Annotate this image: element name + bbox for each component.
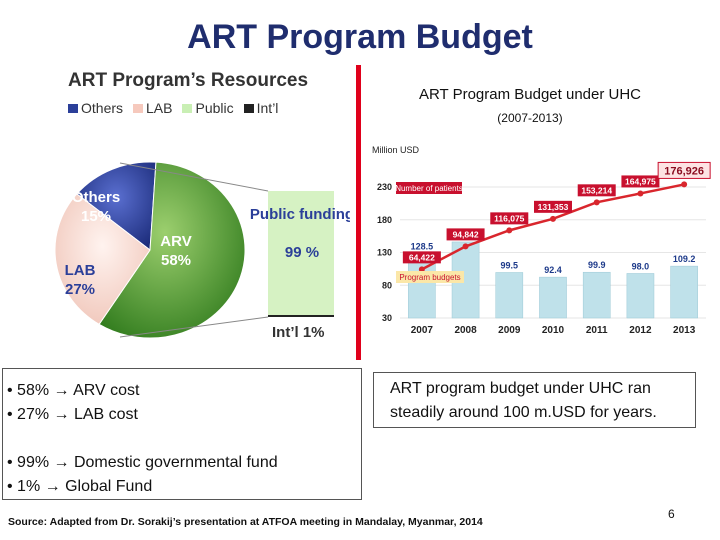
pie-slices <box>54 161 246 339</box>
uhc-chart-subtitle: (2007-2013) <box>497 111 563 125</box>
patients-value-label: 116,075 <box>494 213 525 223</box>
series-badges: Number of patients Program budgets <box>395 182 464 283</box>
patients-value-badge <box>534 200 572 213</box>
bar-value-label: 128.5 <box>411 241 434 251</box>
patients-value-label: 64,422 <box>409 252 435 262</box>
x-tick-label: 2007 <box>411 325 434 336</box>
line-point <box>637 190 644 197</box>
series-name-patients: Number of patients <box>395 184 463 193</box>
patients-value-label: 164,975 <box>625 176 656 186</box>
legend-swatch <box>133 103 144 113</box>
slice-label-arv: ARV <box>160 233 191 250</box>
series-name-budget: Program budgets <box>399 273 460 282</box>
series-badge-patients <box>396 182 462 194</box>
line-point <box>462 243 469 250</box>
legend-label: Public <box>195 100 234 116</box>
x-tick-label: 2010 <box>542 325 565 336</box>
patients-value-badge <box>657 161 711 179</box>
y-axis-label: Million USD <box>372 145 420 155</box>
patients-value-badge <box>446 228 485 241</box>
legend-swatch <box>243 103 254 113</box>
pie-slice-arv <box>98 161 246 339</box>
x-axis-ticks: 2007 2008 2009 2010 2011 2012 2013 <box>411 325 696 336</box>
bar-value-label: 99.9 <box>588 260 606 270</box>
panel-divider <box>356 65 361 360</box>
bar-value-label: 98.0 <box>632 261 650 271</box>
patients-value-badge <box>402 251 441 264</box>
bullet-item: • 27% → LAB cost <box>7 406 138 423</box>
source-note: Source: Adapted from Dr. Sorakij’s prese… <box>8 516 483 528</box>
patients-value-label: 176,926 <box>664 165 704 177</box>
legend-item-intl: Int’l <box>243 100 279 116</box>
resources-pie-chart: Public funding 99 % Int’l 1% Others 15% … <box>54 161 350 341</box>
bullet-item: • 1% → Global Fund <box>7 478 153 495</box>
bar-value-label: 92.4 <box>544 265 562 275</box>
legend-item-others: Others <box>68 100 123 116</box>
pie-slice-others <box>76 161 157 251</box>
line-point <box>418 266 425 273</box>
patients-value-label: 131,353 <box>538 202 569 212</box>
bar-value-label: 99.5 <box>501 260 519 270</box>
breakdown-bar-public <box>268 191 334 315</box>
line-point <box>506 227 513 234</box>
x-tick-label: 2008 <box>454 325 477 336</box>
breakdown-label-public: Public funding <box>250 206 350 223</box>
patients-value-label: 153,214 <box>581 185 612 195</box>
legend-label: Int’l <box>256 100 279 116</box>
breakdown-value-public: 99 % <box>285 244 319 261</box>
pie-chart-title: ART Program’s Resources <box>68 70 309 91</box>
breakdown-label-intl: Int’l 1% <box>272 324 325 341</box>
x-tick-label: 2011 <box>586 325 608 336</box>
legend-label: Others <box>81 100 124 116</box>
uhc-note-box: ART program budget under UHC ran steadil… <box>373 372 696 428</box>
line-point <box>681 181 688 188</box>
line-point <box>593 199 600 206</box>
bar <box>495 272 524 319</box>
bar <box>670 265 698 319</box>
pie-legend: Others LAB Public Int’l <box>68 100 278 116</box>
slide-title: ART Program Budget <box>187 18 533 56</box>
uhc-chart-title: ART Program Budget under UHC <box>418 86 642 103</box>
pie-slice-lab <box>54 193 151 325</box>
x-tick-label: 2009 <box>498 325 521 336</box>
slice-label-others: Others <box>72 189 120 206</box>
slice-value-others: 15% <box>81 208 111 225</box>
x-tick-label: 2012 <box>629 325 652 336</box>
legend-item-public: Public <box>182 100 234 116</box>
slice-value-arv: 58% <box>161 252 191 269</box>
y-tick-label: 80 <box>382 280 392 290</box>
x-tick-label: 2013 <box>673 325 696 336</box>
bullet-item: • 99% → Domestic governmental fund <box>7 454 278 471</box>
bar-value-label: 109.2 <box>673 254 696 264</box>
y-tick-label: 230 <box>377 182 392 192</box>
connector-line <box>119 316 269 338</box>
legend-swatch <box>68 103 78 113</box>
slice-value-lab: 27% <box>65 281 95 298</box>
patients-value-badge <box>577 184 616 197</box>
patients-value-badge <box>621 175 660 188</box>
y-tick-label: 30 <box>382 313 392 323</box>
line-series: 64,422 94,842 116,075 131,353 153,214 164,975… <box>402 161 711 273</box>
legend-label: LAB <box>146 100 173 116</box>
patients-value-badge <box>490 212 529 225</box>
legend-item-lab: LAB <box>133 100 172 116</box>
bullet-box: • 58% → ARV cost • 27% → LAB cost • 99% … <box>2 368 362 500</box>
slice-label-lab: LAB <box>65 262 96 279</box>
page-number: 6 <box>668 507 675 521</box>
bar <box>626 273 655 319</box>
y-tick-label: 130 <box>377 248 392 258</box>
bullet-item: • 58% → ARV cost <box>7 382 140 399</box>
legend-swatch <box>182 103 193 113</box>
bar <box>582 271 611 319</box>
breakdown-bar-intl <box>268 315 334 317</box>
patients-value-label: 94,842 <box>453 229 479 239</box>
line-point <box>550 215 556 222</box>
bar <box>539 276 567 319</box>
y-tick-label: 180 <box>377 215 392 225</box>
series-badge-budget <box>396 271 464 283</box>
connector-line <box>119 162 269 192</box>
